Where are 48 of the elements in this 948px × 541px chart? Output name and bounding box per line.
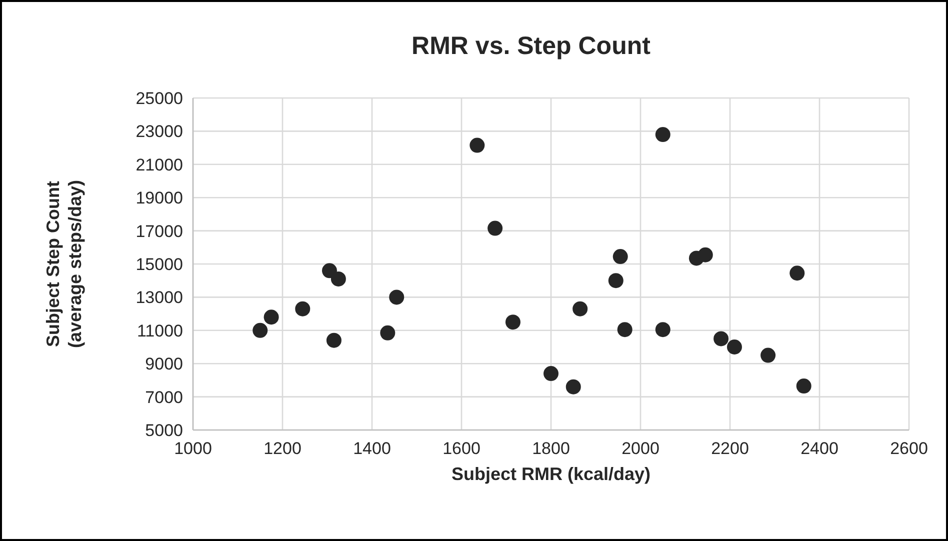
- x-tick-label: 1200: [264, 439, 302, 458]
- point: [330, 271, 346, 286]
- x-tick-label: 2000: [622, 439, 660, 458]
- x-tick-label: 1400: [353, 439, 391, 458]
- y-tick-label: 21000: [136, 155, 183, 174]
- y-tick-label: 11000: [136, 321, 183, 340]
- point: [322, 263, 337, 278]
- point: [295, 301, 310, 316]
- chart-title: RMR vs. Step Count: [412, 32, 652, 60]
- y-tick-label: 13000: [136, 288, 183, 308]
- x-tick-label: 1000: [174, 439, 212, 458]
- point: [380, 325, 396, 340]
- point: [617, 322, 632, 338]
- point: [572, 301, 588, 316]
- x-tick-label: 2400: [800, 439, 838, 458]
- point: [796, 378, 812, 394]
- x-axis-title: Subject RMR (kcal/day): [451, 464, 651, 484]
- point: [714, 331, 729, 346]
- y-axis-title: Subject Step Count (average steps/day): [43, 180, 85, 348]
- x-tick-label: 1600: [442, 439, 480, 458]
- y-tick-label: 17000: [136, 222, 183, 241]
- x-tick-label: 2200: [711, 439, 749, 458]
- x-tick-label: 1800: [532, 439, 570, 458]
- point: [726, 340, 742, 354]
- point: [612, 249, 628, 264]
- point: [252, 322, 268, 338]
- point: [470, 138, 485, 153]
- point: [760, 348, 776, 363]
- point: [698, 247, 713, 262]
- point: [326, 332, 342, 348]
- y-tick-label: 7000: [145, 388, 183, 407]
- y-tick-label: 5000: [145, 420, 183, 440]
- point: [655, 127, 670, 142]
- point: [790, 266, 805, 281]
- point: [608, 273, 624, 288]
- point: [505, 314, 520, 330]
- y-tick-label: 23000: [136, 122, 183, 142]
- point: [264, 310, 279, 325]
- point: [566, 379, 581, 394]
- y-tick-label: 25000: [136, 88, 183, 108]
- point: [488, 220, 503, 236]
- point: [655, 322, 670, 338]
- y-tick-label: 9000: [145, 354, 183, 374]
- point: [544, 366, 558, 382]
- point: [389, 290, 404, 305]
- x-tick-label: 2600: [890, 439, 928, 458]
- y-tick-label: 19000: [136, 188, 183, 208]
- y-tick-label: 15000: [136, 254, 183, 274]
